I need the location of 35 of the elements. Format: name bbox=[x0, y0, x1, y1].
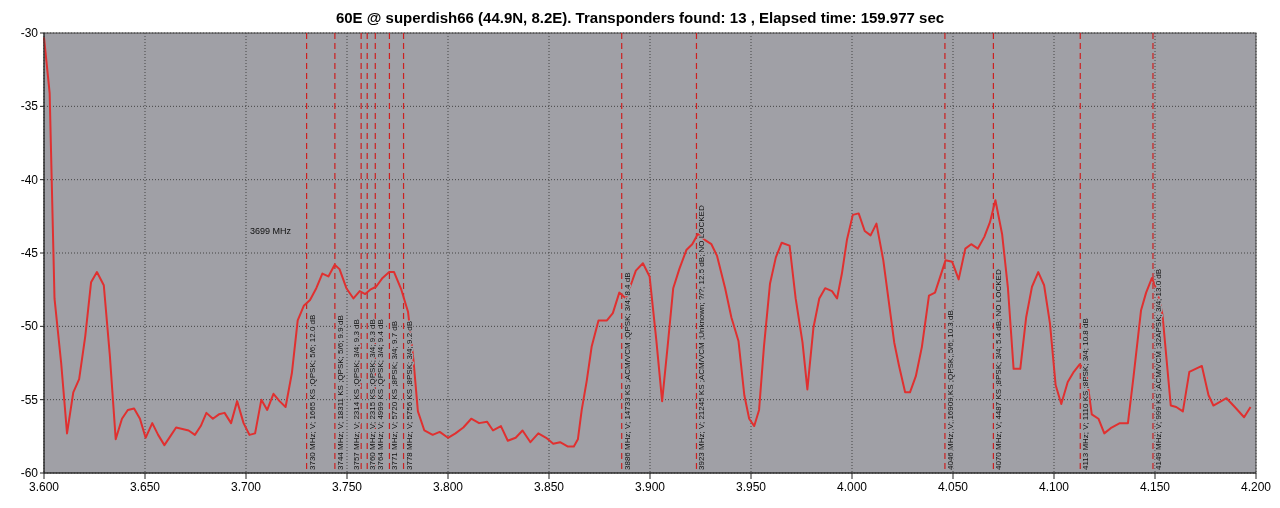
x-tick-label: 4.150 bbox=[1139, 480, 1171, 494]
y-tick-label: -40 bbox=[20, 172, 39, 187]
ref-line-label: 4113 MHz; V; 1110 KS ;8PSK; 3/4; 10.8 dB bbox=[1081, 318, 1091, 470]
y-tick-label: -45 bbox=[20, 246, 39, 260]
x-tick-label: 3.750 bbox=[331, 480, 363, 494]
y-tick-label: -30 bbox=[20, 26, 39, 40]
ref-line-label: 4046 MHz; V; 16909 KS ;QPSK; 5/6; 10.3 dB bbox=[945, 310, 955, 470]
x-tick-label: 4.050 bbox=[937, 480, 969, 494]
ref-line-label: 3760 MHz; V; 2315 KS ;QPSK; 3/4; 9.3 dB bbox=[368, 319, 378, 470]
y-tick-label: -50 bbox=[20, 319, 39, 334]
x-tick-label: 3.950 bbox=[735, 480, 767, 494]
ref-line-label: 3744 MHz; V; 18311 KS ;QPSK; 5/6; 9.9 dB bbox=[335, 315, 345, 470]
ref-line-label: 3778 MHz; V; 5756 KS ;8PSK; 3/4; 9.2 dB bbox=[404, 320, 414, 470]
y-tick-label: -55 bbox=[20, 392, 39, 407]
ref-line-label: 3923 MHz; V; 21245 KS ;ACM/VCM ;Unknown; ?/?; 12.5 dB; NO LOCKED bbox=[697, 205, 707, 470]
ref-line-label: 3886 MHz; V; 14733 KS ;ACM/VCM ;QPSK; 3/4; 8.4 dB bbox=[622, 272, 632, 470]
ref-line-label: 3730 MHz; V; 1665 KS ;QPSK; 5/6; 12.0 dB bbox=[307, 314, 317, 470]
y-tick-label: -60 bbox=[20, 466, 39, 480]
ref-line-label: 3771 MHz; V; 5720 KS ;8PSK; 3/4; 9.7 dB bbox=[390, 320, 400, 470]
x-tick-label: 3.800 bbox=[432, 480, 464, 494]
chart-title: 60E @ superdish66 (44.9N, 8.2E). Transponders found: 13 , Elapsed time: 159.977 sec bbox=[335, 9, 945, 26]
x-tick-label: 3.850 bbox=[533, 480, 565, 494]
ref-line-label: 4070 MHz; V; 4487 KS ;8PSK; 3/4; 5.4 dB; NO LOCKED bbox=[994, 269, 1004, 470]
x-tick-label: 4.000 bbox=[836, 480, 868, 494]
x-tick-label: 3.700 bbox=[230, 480, 262, 494]
y-tick-label: -35 bbox=[20, 99, 39, 114]
x-tick-label: 3.650 bbox=[129, 480, 161, 494]
annotation: 3699 MHz bbox=[250, 226, 292, 236]
ref-line-label: 4149 MHz; V; 999 KS ;ACM/VCM ;32APSK; 3/4; 13.0 dB bbox=[1153, 268, 1163, 470]
x-tick-label: 4.200 bbox=[1240, 480, 1272, 494]
x-tick-label: 4.100 bbox=[1038, 480, 1070, 494]
ref-line-label: 3764 MHz; V; 4999 KS ;QPSK; 3/4; 9.4 dB bbox=[376, 319, 386, 470]
x-tick-label: 3.900 bbox=[634, 480, 666, 494]
ref-line-label: 3757 MHz; V; 2314 KS ;QPSK; 3/4; 9.3 dB bbox=[352, 319, 362, 470]
x-tick-label: 3.600 bbox=[28, 480, 60, 494]
